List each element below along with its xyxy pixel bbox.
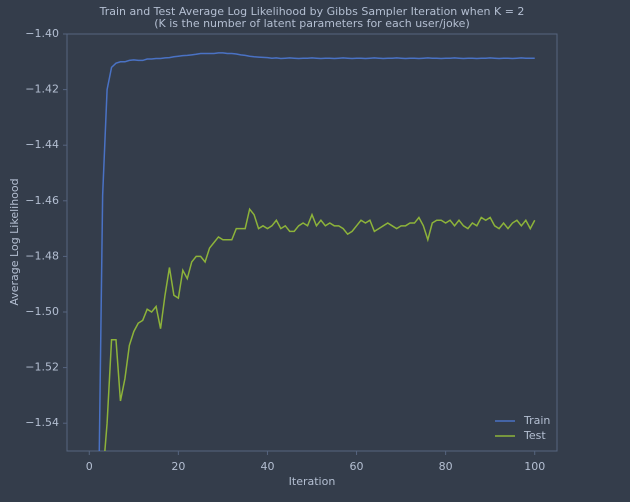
x-tick-label: 0 xyxy=(86,460,93,473)
legend-label: Train xyxy=(523,414,550,427)
y-tick-label: −1.52 xyxy=(25,361,59,374)
y-tick-label: −1.46 xyxy=(25,194,59,207)
y-tick-label: −1.40 xyxy=(25,27,59,40)
y-axis-label: Average Log Likelihood xyxy=(8,178,21,305)
y-tick-label: −1.54 xyxy=(25,416,59,429)
y-tick-label: −1.42 xyxy=(25,83,59,96)
y-tick-label: −1.50 xyxy=(25,305,59,318)
y-tick-label: −1.44 xyxy=(25,138,59,151)
x-tick-label: 60 xyxy=(350,460,364,473)
x-tick-label: 40 xyxy=(260,460,274,473)
x-axis-label: Iteration xyxy=(289,475,336,488)
x-tick-label: 80 xyxy=(439,460,453,473)
legend-label: Test xyxy=(523,429,546,442)
y-tick-label: −1.48 xyxy=(25,249,59,262)
x-tick-label: 100 xyxy=(524,460,545,473)
chart-subtitle: (K is the number of latent parameters fo… xyxy=(154,17,470,30)
line-1 xyxy=(104,207,536,451)
plot-area xyxy=(98,52,536,451)
x-tick-label: 20 xyxy=(171,460,185,473)
line-0 xyxy=(98,52,535,451)
chart-title: Train and Test Average Log Likelihood by… xyxy=(99,5,525,18)
plot-frame xyxy=(66,33,558,452)
